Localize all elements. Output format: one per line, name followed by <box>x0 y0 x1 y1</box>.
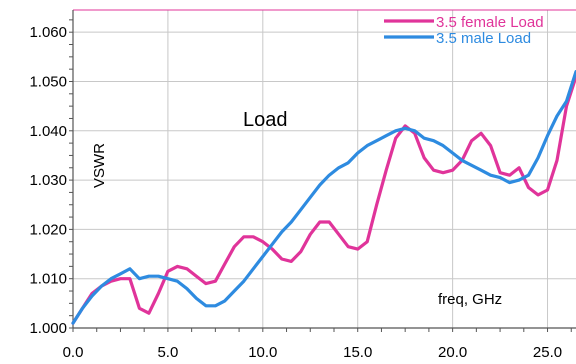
x-tick-label: 25.0 <box>533 344 562 361</box>
grid <box>72 10 576 329</box>
y-tick-label: 1.030 <box>29 172 67 189</box>
x-tick-label: 20.0 <box>438 344 467 361</box>
x-tick-label: 5.0 <box>157 344 178 361</box>
series-lines <box>71 69 576 325</box>
y-tick-label: 1.000 <box>29 320 67 337</box>
legend-label: 3.5 female Load <box>436 14 544 31</box>
x-axis-label: freq, GHz <box>438 291 502 308</box>
y-tick-label: 1.020 <box>29 221 67 238</box>
series-line <box>71 74 576 325</box>
y-tick-label: 1.050 <box>29 73 67 90</box>
legend-label: 3.5 male Load <box>436 30 531 47</box>
y-tick-label: 1.060 <box>29 24 67 41</box>
x-tick-label: 0.0 <box>63 344 84 361</box>
y-tick-label: 1.040 <box>29 123 67 140</box>
series-line <box>71 69 576 325</box>
chart-annotation: Load <box>243 109 288 131</box>
y-tick-label: 1.010 <box>29 271 67 288</box>
x-tick-label: 10.0 <box>248 344 277 361</box>
chart-text: VSWR Load freq, GHz <box>91 109 502 308</box>
axes: 1.000 1.010 1.020 1.030 1.040 1.050 1.060 0.0 5.… <box>29 9 576 361</box>
y-axis-label: VSWR <box>91 143 108 188</box>
x-tick-label: 15.0 <box>343 344 372 361</box>
